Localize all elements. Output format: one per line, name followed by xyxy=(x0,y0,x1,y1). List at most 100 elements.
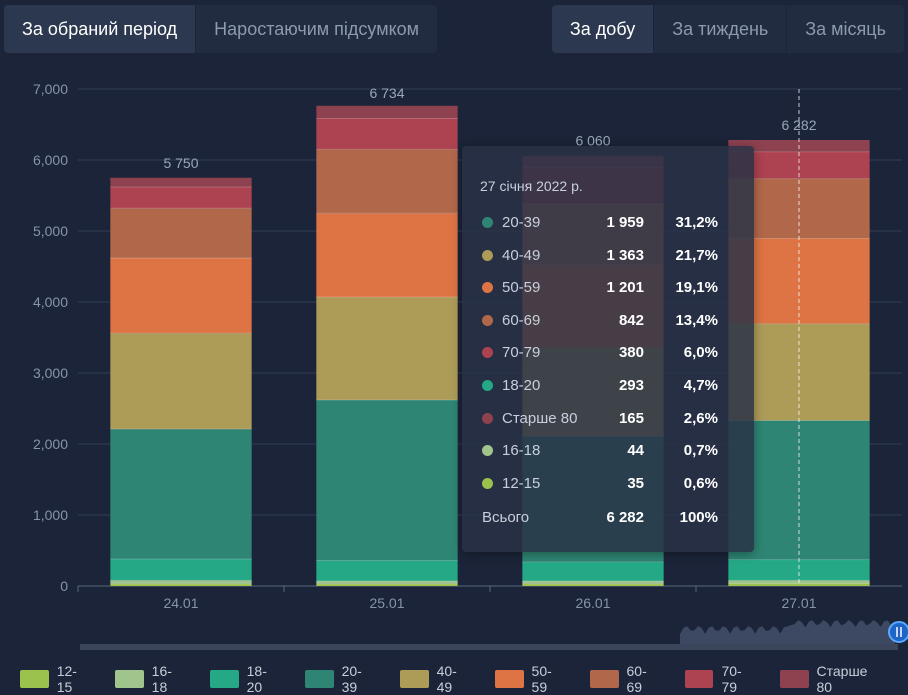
legend-swatch xyxy=(304,670,334,688)
legend-item[interactable]: 60-69 xyxy=(589,663,661,695)
tooltip-series-pct: 0,7% xyxy=(683,442,718,460)
tooltip-series-name: 70-79 xyxy=(502,344,541,362)
legend-swatch xyxy=(399,670,429,688)
legend-swatch xyxy=(20,670,49,688)
legend-swatch xyxy=(684,670,714,688)
tooltip: 27 січня 2022 р. 20-39 1 959 31,2% 40-49 1 3… xyxy=(462,146,754,552)
legend-swatch xyxy=(209,670,239,688)
series-dot-icon xyxy=(482,412,493,424)
tab-daily[interactable]: За добу xyxy=(551,5,655,53)
tooltip-series-pct: 21,7% xyxy=(675,246,718,264)
tab-monthly[interactable]: За місяць xyxy=(805,19,886,39)
bar-segment xyxy=(110,559,252,581)
tooltip-series-name: 12-15 xyxy=(502,474,541,492)
legend-item[interactable]: 20-39 xyxy=(304,663,376,695)
tab-cumulative[interactable]: Наростаючим підсумком xyxy=(214,19,420,39)
tooltip-series-value: 293 xyxy=(618,377,644,394)
legend-item[interactable]: 70-79 xyxy=(684,663,756,695)
navigator-handle[interactable] xyxy=(888,621,908,643)
tooltip-series-value: 1 201 xyxy=(606,279,644,297)
tooltip-series-value: 380 xyxy=(618,344,644,362)
series-dot-icon xyxy=(482,347,493,359)
legend-swatch xyxy=(114,670,144,688)
series-dot-icon xyxy=(482,249,493,261)
legend-item[interactable]: 16-18 xyxy=(114,663,186,695)
tooltip-row: 16-18 44 0,7% xyxy=(480,440,740,462)
bar-segment xyxy=(316,583,458,586)
series-dot-icon xyxy=(482,282,493,294)
y-tick-label: 0 xyxy=(60,578,68,594)
bar-segment xyxy=(316,118,458,150)
tooltip-series-name: 20-39 xyxy=(502,214,541,231)
bar-segment xyxy=(110,580,252,584)
tooltip-series-value: 1 959 xyxy=(606,214,644,231)
y-tick-label: 6,000 xyxy=(33,152,68,168)
legend-label: 18-20 xyxy=(246,663,267,695)
series-dot-icon xyxy=(482,477,493,489)
tooltip-series-value: 1 363 xyxy=(606,246,644,264)
navigator-series xyxy=(680,620,895,644)
series-dot-icon xyxy=(482,314,493,326)
tooltip-total-pct: 100% xyxy=(679,509,718,526)
y-tick-label: 5,000 xyxy=(33,223,68,239)
legend-label: 50-59 xyxy=(531,663,552,695)
bar-segment xyxy=(110,208,252,258)
tab-selected-period[interactable]: За обраний період xyxy=(4,5,197,53)
y-tick-label: 1,000 xyxy=(33,507,68,523)
series-dot-icon xyxy=(482,380,493,391)
bar-segment xyxy=(316,560,458,582)
tooltip-total-value: 6 282 xyxy=(606,509,644,526)
period-tabs: За обраний період Наростаючим підсумком xyxy=(4,5,438,53)
tooltip-row: 70-79 380 6,0% xyxy=(480,342,740,364)
tooltip-series-pct: 0,6% xyxy=(683,474,718,492)
tooltip-series-name: 50-59 xyxy=(502,279,541,297)
legend-label: 16-18 xyxy=(151,663,172,695)
bar-segment xyxy=(316,105,458,119)
bar-segment xyxy=(110,177,252,187)
tooltip-date: 27 січня 2022 р. xyxy=(480,178,583,194)
x-tick-label: 24.01 xyxy=(163,595,198,611)
tooltip-series-pct: 31,2% xyxy=(675,214,718,231)
legend-label: 20-39 xyxy=(341,663,362,695)
tab-weekly[interactable]: За тиждень xyxy=(654,5,788,53)
bar-segment xyxy=(728,559,870,581)
y-tick-label: 2,000 xyxy=(33,436,68,452)
bar-segment xyxy=(522,583,664,586)
legend-swatch xyxy=(779,670,809,688)
tooltip-row: 18-20 293 4,7% xyxy=(480,375,740,397)
y-tick-label: 7,000 xyxy=(33,81,68,97)
legend-label: 12-15 xyxy=(56,663,77,695)
tooltip-row: 50-59 1 201 19,1% xyxy=(480,277,740,299)
legend-item[interactable]: 40-49 xyxy=(399,663,471,695)
legend-swatch xyxy=(589,670,619,688)
tooltip-row: 12-15 35 0,6% xyxy=(480,473,740,495)
legend-item[interactable]: Старше 80 xyxy=(779,663,884,695)
bar-segment xyxy=(110,429,252,560)
y-tick-label: 3,000 xyxy=(33,365,68,381)
x-tick-label: 27.01 xyxy=(781,595,816,611)
bar-segment xyxy=(110,333,252,430)
legend: 12-15 16-18 18-20 20-39 40-49 50-59 60-69 70-79… xyxy=(20,663,908,695)
bar-segment xyxy=(110,583,252,586)
legend-label: Старше 80 xyxy=(816,663,868,695)
bar-segment xyxy=(110,257,252,334)
bar-total-label: 6 734 xyxy=(369,85,404,101)
bar-segment xyxy=(316,213,458,298)
bar-total-label: 5 750 xyxy=(163,155,198,171)
tooltip-row: 60-69 842 13,4% xyxy=(480,310,740,332)
legend-label: 60-69 xyxy=(626,663,647,695)
tooltip-series-name: Старше 80 xyxy=(502,409,578,427)
tooltip-total-row: Всього 6 282 100% xyxy=(480,507,740,529)
legend-item[interactable]: 50-59 xyxy=(494,663,566,695)
tooltip-series-value: 44 xyxy=(627,442,644,460)
legend-item[interactable]: 12-15 xyxy=(20,663,91,695)
bar-segment xyxy=(316,149,458,214)
bar-total-label: 6 060 xyxy=(575,133,610,149)
tooltip-series-name: 60-69 xyxy=(502,311,541,329)
tooltip-series-pct: 13,4% xyxy=(675,311,718,329)
legend-item[interactable]: 18-20 xyxy=(209,663,281,695)
bar-segment xyxy=(316,399,458,561)
bar-segment xyxy=(316,297,458,400)
tooltip-row: 40-49 1 363 21,7% xyxy=(480,245,740,267)
